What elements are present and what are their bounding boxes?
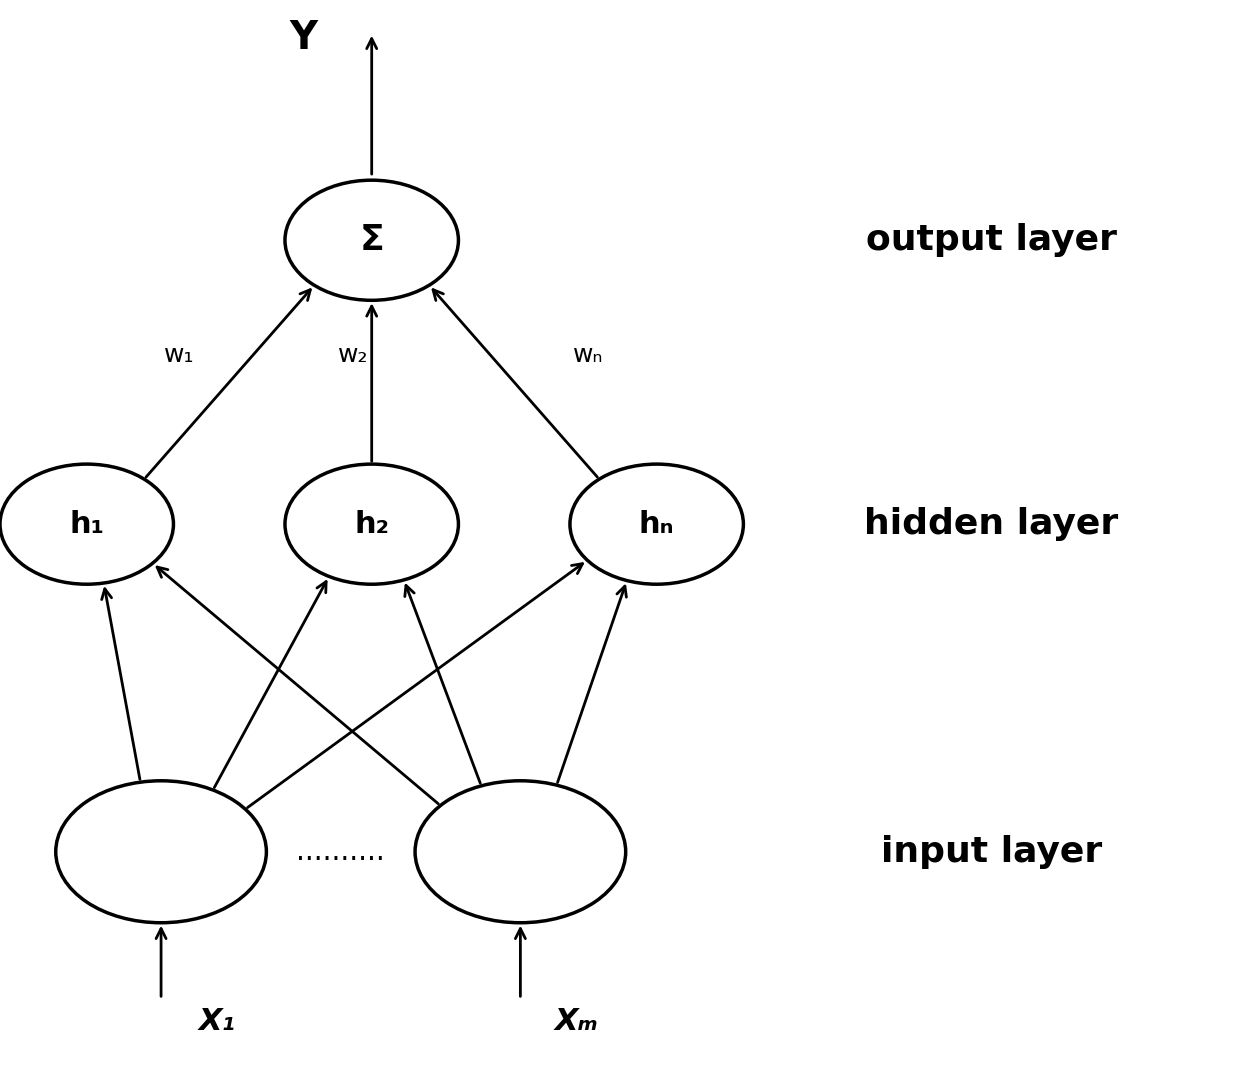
Ellipse shape xyxy=(570,464,743,584)
Text: output layer: output layer xyxy=(866,223,1116,258)
Text: input layer: input layer xyxy=(881,834,1101,869)
Text: Xₘ: Xₘ xyxy=(554,1007,598,1035)
Text: wₙ: wₙ xyxy=(574,343,603,367)
Text: w₂: w₂ xyxy=(338,343,368,367)
Ellipse shape xyxy=(285,180,458,300)
Ellipse shape xyxy=(56,781,266,923)
Text: ..........: .......... xyxy=(296,838,385,866)
Text: w₁: w₁ xyxy=(165,343,195,367)
Text: hidden layer: hidden layer xyxy=(864,507,1119,542)
Text: h₂: h₂ xyxy=(354,510,389,538)
Ellipse shape xyxy=(0,464,173,584)
Text: Σ: Σ xyxy=(359,223,384,258)
Text: X₁: X₁ xyxy=(198,1007,235,1035)
Ellipse shape xyxy=(285,464,458,584)
Text: hₙ: hₙ xyxy=(639,510,674,538)
Text: Y: Y xyxy=(290,20,317,57)
Ellipse shape xyxy=(415,781,626,923)
Text: h₁: h₁ xyxy=(69,510,104,538)
